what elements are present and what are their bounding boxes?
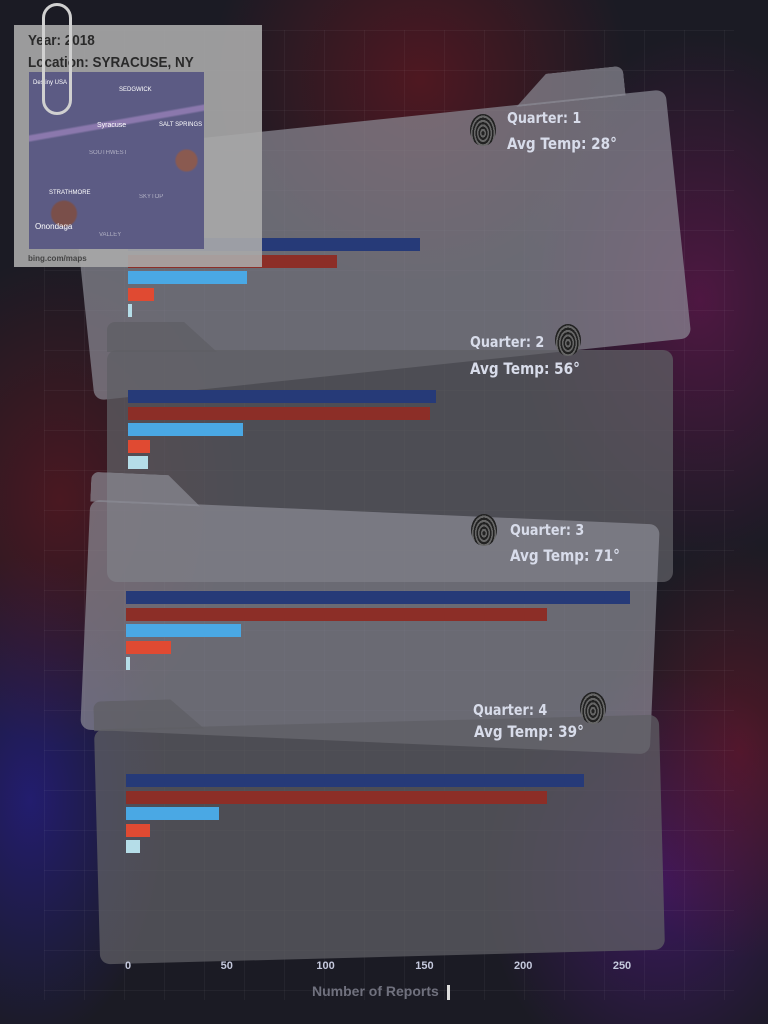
temp-label-3: Avg Temp: 71° [510, 546, 620, 565]
temp-label-4: Avg Temp: 39° [474, 722, 584, 741]
fingerprint-icon [470, 114, 496, 146]
x-tick-label: 200 [514, 960, 533, 972]
bar-q3-series1 [126, 591, 630, 604]
temp-label-2: Avg Temp: 56° [470, 359, 580, 378]
bar-q2-series4 [128, 439, 150, 453]
map-label: SALT SPRINGS [159, 122, 203, 128]
text-cursor [446, 984, 450, 1000]
folder-q4 [94, 715, 665, 965]
quarter-label-3: Quarter: 3 [510, 521, 585, 539]
bar-q2-series2 [128, 406, 431, 420]
bar-q3-series2 [126, 607, 547, 621]
map-label: STRATHMORE [49, 190, 91, 196]
x-tick-label: 50 [220, 960, 233, 972]
bar-q1-series4 [128, 287, 154, 301]
bar-q4-series1 [126, 774, 585, 787]
bar-q3-series4 [126, 640, 172, 654]
paperclip-icon [42, 3, 72, 115]
map-label: Syracuse [97, 122, 127, 129]
bar-q4-series5 [126, 840, 140, 853]
map-label: Destiny USA [33, 80, 68, 86]
bar-q3-series5 [126, 657, 130, 670]
map-label: SKYTOP [139, 194, 164, 200]
bar-q4-series3 [126, 807, 219, 820]
bar-q1-series3 [128, 271, 247, 284]
map-credit: bing.com/maps [28, 254, 87, 263]
bar-q2-series3 [128, 423, 243, 436]
bar-q2-series5 [128, 456, 148, 469]
temp-label-1: Avg Temp: 28° [507, 134, 617, 153]
x-tick-label: 150 [415, 960, 434, 972]
fingerprint-icon [555, 324, 581, 356]
bar-q4-series4 [126, 823, 150, 837]
fingerprint-icon [580, 692, 606, 724]
x-tick-label: 250 [612, 960, 632, 972]
bar-q2-series1 [128, 390, 437, 403]
x-tick-label: 0 [124, 960, 132, 972]
x-axis-label: Number of Reports [312, 983, 450, 1000]
fingerprint-icon [471, 514, 497, 546]
bar-q4-series2 [126, 790, 547, 804]
map-label: SEDGWICK [119, 87, 152, 93]
map-label: Onondaga [35, 222, 73, 231]
quarter-label-4: Quarter: 4 [473, 701, 548, 719]
quarter-label-2: Quarter: 2 [470, 333, 545, 351]
x-tick-label: 100 [316, 960, 335, 972]
bar-q3-series3 [126, 624, 241, 637]
map-label: SOUTHWEST [89, 150, 128, 156]
bar-q1-series5 [128, 304, 132, 317]
quarter-label-1: Quarter: 1 [507, 109, 582, 127]
x-axis-label-text: Number of Reports [312, 983, 439, 999]
map-label: VALLEY [99, 232, 122, 238]
